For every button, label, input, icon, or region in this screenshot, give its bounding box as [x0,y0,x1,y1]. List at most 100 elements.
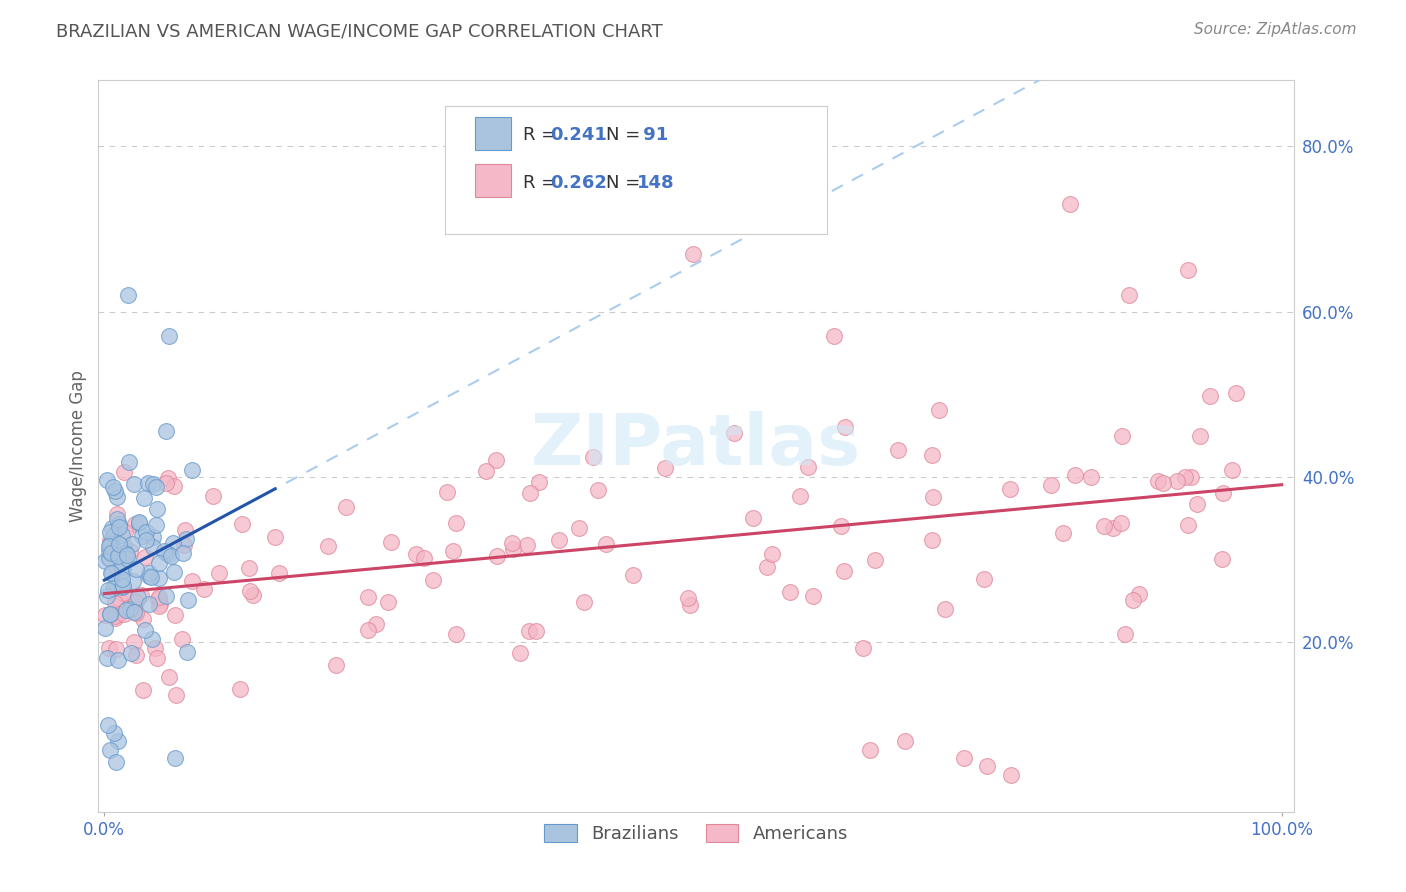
Point [238,561,260,575]
Point [157,547,180,561]
Point [111,563,134,577]
Point [148,571,170,585]
Point [112,586,135,600]
Point [953,751,976,765]
Point [98,607,121,621]
Point [129,588,152,602]
Point [120,646,142,660]
Point [928,402,950,417]
Point [124,517,146,532]
Point [117,551,139,566]
Point [1152,475,1174,490]
Point [1225,385,1247,400]
Point [97,640,120,655]
Point [921,448,943,462]
Point [98,607,121,622]
Point [149,597,172,611]
Point [114,544,136,558]
Point [141,632,163,647]
FancyBboxPatch shape [446,106,827,234]
Point [176,532,198,546]
Point [122,603,145,617]
Point [105,512,128,526]
Point [756,560,779,574]
Point [103,542,125,557]
Point [1118,288,1140,302]
Point [263,530,285,544]
Point [834,420,856,434]
Point [679,599,702,613]
Point [157,670,180,684]
Point [125,562,148,576]
Point [135,525,157,540]
Point [181,463,204,477]
Point [104,558,127,573]
Point [1189,429,1212,443]
Point [181,574,204,588]
Point [122,574,145,588]
Text: BRAZILIAN VS AMERICAN WAGE/INCOME GAP CORRELATION CHART: BRAZILIAN VS AMERICAN WAGE/INCOME GAP CO… [56,22,664,40]
Point [139,570,162,584]
Point [723,425,745,440]
Point [146,591,169,606]
Point [174,524,197,538]
Point [101,521,124,535]
Point [155,476,177,491]
Point [104,608,127,623]
Point [413,550,436,565]
Point [108,517,131,532]
Point [142,477,165,491]
Point [595,537,617,551]
Point [94,608,117,623]
Point [145,517,167,532]
Point [208,566,231,581]
Point [97,551,120,566]
Point [118,455,141,469]
Point [1052,526,1074,541]
Point [548,533,571,548]
Point [148,599,170,613]
Point [441,544,464,558]
Point [104,610,127,624]
Point [1174,470,1197,484]
Point [172,546,194,560]
Point [97,582,120,597]
Point [922,490,945,504]
Point [1092,519,1115,533]
Point [105,490,128,504]
Point [678,591,700,605]
Point [444,516,467,530]
Point [134,550,156,565]
Point [101,581,124,595]
Point [112,587,135,601]
Point [654,461,676,475]
Legend: Brazilians, Americans: Brazilians, Americans [537,816,855,850]
Point [127,590,149,604]
Point [105,507,128,521]
Point [98,533,121,547]
Point [1128,587,1150,601]
Point [96,650,118,665]
Point [125,648,148,662]
Point [165,689,187,703]
Text: R =: R = [523,174,561,192]
Text: N =: N = [606,174,647,192]
Point [132,612,155,626]
Point [157,329,180,343]
Point [122,605,145,619]
Point [1040,477,1063,491]
Point [112,579,135,593]
Text: N =: N = [606,126,647,144]
Point [1166,474,1188,488]
Point [436,484,458,499]
Point [107,653,129,667]
Point [142,530,165,544]
Point [152,544,174,558]
Point [1111,429,1133,443]
Point [165,608,187,623]
Point [582,450,605,464]
Point [132,491,155,505]
Point [138,597,160,611]
Point [176,645,198,659]
Point [157,471,180,485]
